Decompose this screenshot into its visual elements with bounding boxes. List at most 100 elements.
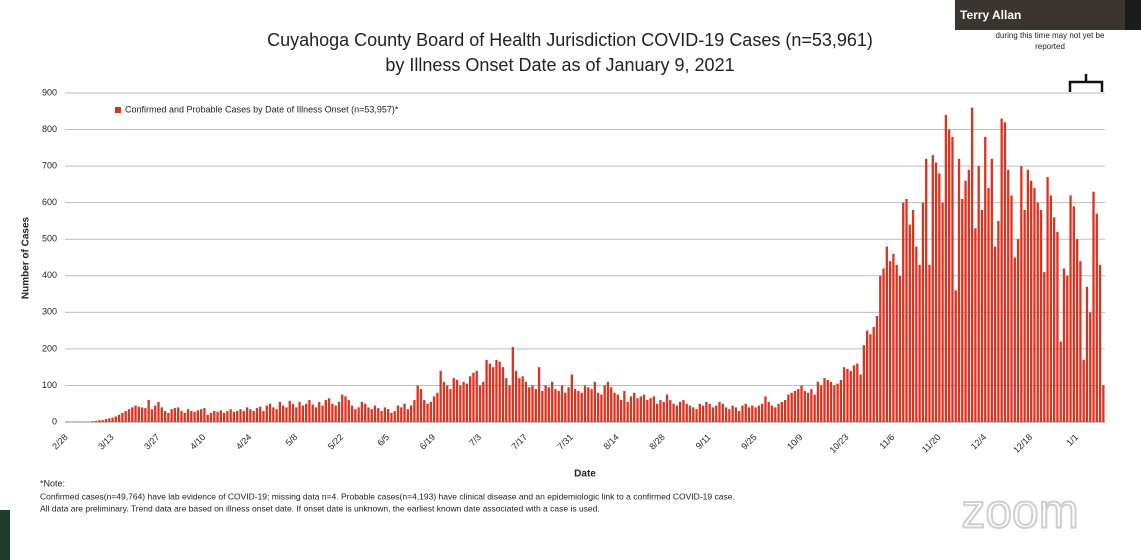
- bar: [852, 365, 856, 422]
- y-tick-label: 900: [42, 87, 57, 97]
- bar: [567, 387, 570, 422]
- bar: [373, 405, 377, 422]
- video-tile-edge: [1125, 0, 1141, 30]
- bar: [186, 409, 190, 422]
- bar: [341, 394, 344, 422]
- bar: [806, 392, 810, 422]
- bar: [741, 405, 744, 422]
- note: All data are preliminary. Trend data are…: [40, 503, 600, 513]
- bar: [888, 261, 892, 422]
- bar: [127, 409, 131, 422]
- bar: [1049, 195, 1053, 422]
- chart-subtitle: by Illness Onset Date as of January 9, 2…: [385, 55, 734, 75]
- bar: [701, 405, 705, 422]
- bar: [908, 224, 911, 422]
- bar: [485, 359, 488, 422]
- bar: [862, 345, 866, 422]
- bar: [91, 421, 95, 422]
- bar: [144, 408, 147, 422]
- x-tick-label: 11/6: [877, 432, 896, 451]
- annotation: during this time may not yet be reported: [995, 31, 1105, 51]
- bar: [334, 405, 337, 422]
- bar: [551, 381, 554, 422]
- bar: [754, 407, 757, 422]
- bar: [698, 403, 701, 422]
- bar: [275, 409, 278, 422]
- bar: [206, 414, 209, 422]
- bar: [472, 372, 475, 422]
- bar: [590, 389, 593, 422]
- bar: [446, 385, 449, 422]
- bar: [301, 405, 305, 422]
- bar: [1066, 275, 1069, 422]
- bar: [626, 401, 629, 422]
- bar: [236, 411, 239, 422]
- bar: [173, 408, 177, 422]
- bar: [724, 407, 728, 422]
- bar: [482, 381, 485, 422]
- bar: [121, 412, 124, 422]
- bar: [997, 220, 1000, 422]
- bar: [469, 376, 472, 422]
- y-tick-label: 600: [42, 197, 57, 207]
- bar: [459, 385, 462, 422]
- x-tick-label: 8/28: [647, 432, 666, 451]
- bar: [875, 315, 879, 422]
- bar: [255, 408, 259, 422]
- bar: [308, 400, 311, 422]
- x-tick-label: 11/20: [920, 432, 943, 455]
- bar: [104, 419, 108, 422]
- bar: [941, 202, 944, 422]
- bar: [865, 330, 869, 422]
- bar: [177, 407, 180, 422]
- bar: [200, 409, 203, 422]
- bar: [961, 199, 964, 422]
- bar: [787, 394, 790, 422]
- bracket: [1068, 74, 1104, 92]
- bar: [925, 158, 928, 423]
- bar: [800, 385, 803, 422]
- bar: [1089, 312, 1092, 422]
- bar: [639, 396, 642, 422]
- bar: [1059, 341, 1062, 422]
- bar: [137, 406, 140, 422]
- bar: [957, 158, 961, 423]
- x-tick-label: 12/4: [969, 432, 988, 451]
- bar: [357, 407, 360, 422]
- bar: [268, 403, 272, 422]
- bar: [554, 389, 557, 422]
- bar: [1098, 264, 1102, 422]
- bar: [797, 389, 800, 422]
- bar: [764, 396, 767, 422]
- bar: [282, 405, 285, 422]
- bar: [948, 129, 951, 423]
- bar: [337, 401, 341, 422]
- bar: [1072, 206, 1075, 422]
- bar: [577, 390, 580, 422]
- y-tick-label: 200: [42, 343, 57, 353]
- video-tile[interactable]: [955, 0, 1141, 30]
- bar: [629, 396, 633, 422]
- chart-title: Cuyahoga County Board of Health Jurisdic…: [267, 30, 873, 50]
- bar: [262, 411, 265, 422]
- bar: [642, 394, 646, 422]
- bar: [987, 188, 990, 422]
- bar: [521, 376, 524, 422]
- x-tick-label: 5/8: [283, 432, 299, 448]
- window-edge: [0, 510, 10, 560]
- bar: [659, 400, 662, 422]
- bar: [167, 412, 170, 422]
- bar: [239, 409, 242, 422]
- bar: [872, 326, 875, 422]
- bar: [882, 268, 885, 422]
- bar: [869, 334, 872, 422]
- bar: [721, 403, 724, 422]
- bar: [524, 381, 528, 422]
- bar: [662, 401, 665, 422]
- bar: [843, 367, 846, 422]
- bar: [505, 378, 508, 422]
- bar: [767, 401, 770, 422]
- bar: [600, 394, 603, 422]
- bar: [734, 407, 738, 422]
- x-tick-label: 3/27: [142, 432, 161, 451]
